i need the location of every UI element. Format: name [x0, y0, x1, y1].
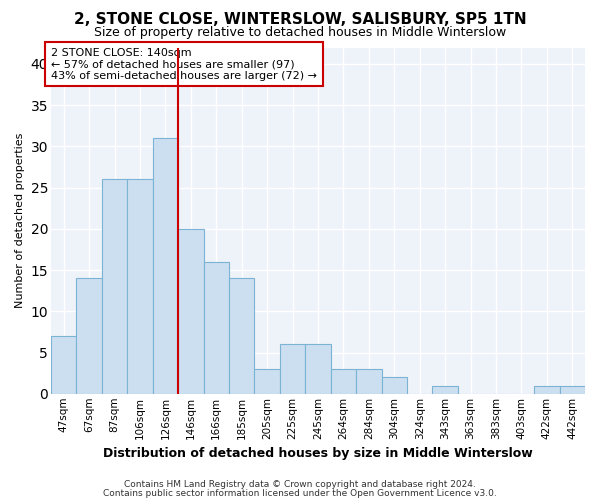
- Bar: [305, 344, 331, 394]
- Bar: [382, 378, 407, 394]
- Y-axis label: Number of detached properties: Number of detached properties: [15, 133, 25, 308]
- Bar: [178, 229, 203, 394]
- X-axis label: Distribution of detached houses by size in Middle Winterslow: Distribution of detached houses by size …: [103, 447, 533, 460]
- Bar: [254, 369, 280, 394]
- Bar: [76, 278, 102, 394]
- Text: 2 STONE CLOSE: 140sqm
← 57% of detached houses are smaller (97)
43% of semi-deta: 2 STONE CLOSE: 140sqm ← 57% of detached …: [51, 48, 317, 80]
- Text: Contains public sector information licensed under the Open Government Licence v3: Contains public sector information licen…: [103, 488, 497, 498]
- Bar: [102, 180, 127, 394]
- Bar: [152, 138, 178, 394]
- Bar: [433, 386, 458, 394]
- Bar: [356, 369, 382, 394]
- Text: Size of property relative to detached houses in Middle Winterslow: Size of property relative to detached ho…: [94, 26, 506, 39]
- Bar: [534, 386, 560, 394]
- Bar: [560, 386, 585, 394]
- Bar: [51, 336, 76, 394]
- Text: Contains HM Land Registry data © Crown copyright and database right 2024.: Contains HM Land Registry data © Crown c…: [124, 480, 476, 489]
- Bar: [331, 369, 356, 394]
- Bar: [229, 278, 254, 394]
- Bar: [203, 262, 229, 394]
- Bar: [127, 180, 152, 394]
- Bar: [280, 344, 305, 394]
- Text: 2, STONE CLOSE, WINTERSLOW, SALISBURY, SP5 1TN: 2, STONE CLOSE, WINTERSLOW, SALISBURY, S…: [74, 12, 526, 28]
